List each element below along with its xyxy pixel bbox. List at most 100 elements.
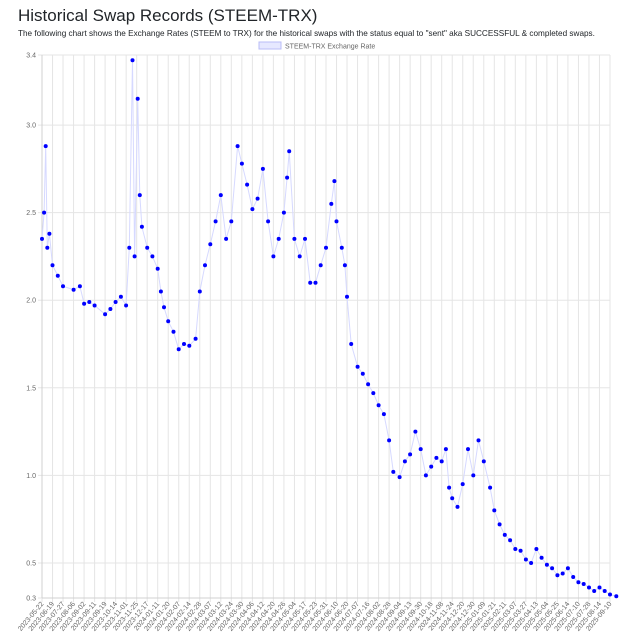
data-point xyxy=(308,280,313,285)
y-tick-label: 0.3 xyxy=(26,596,36,603)
data-point xyxy=(45,245,50,250)
data-point xyxy=(303,236,307,241)
data-point xyxy=(332,179,337,184)
y-tick-label: 3.4 xyxy=(26,53,36,60)
data-point xyxy=(235,144,240,149)
data-point xyxy=(182,342,186,346)
data-point xyxy=(423,473,428,478)
data-point xyxy=(145,245,150,250)
data-point xyxy=(418,447,423,452)
legend[interactable]: STEEM-TRX Exchange Rate xyxy=(258,41,375,51)
data-point xyxy=(297,254,302,259)
data-point xyxy=(513,547,518,551)
data-point xyxy=(287,149,292,154)
data-point xyxy=(281,210,286,215)
data-point xyxy=(313,280,318,285)
data-point xyxy=(481,459,486,464)
data-point xyxy=(224,236,229,241)
data-point xyxy=(434,455,439,460)
y-axis-ticks: 0.3 0.5 1.0 1.5 2.0 2.5 3.0 3.4 xyxy=(26,53,36,603)
data-point xyxy=(50,263,55,268)
data-point xyxy=(614,594,619,599)
data-point xyxy=(502,532,507,537)
data-point xyxy=(127,245,132,250)
data-point xyxy=(155,266,160,271)
data-point xyxy=(150,254,155,259)
data-point xyxy=(276,236,281,241)
data-point xyxy=(113,300,118,304)
data-point xyxy=(324,245,328,250)
data-point xyxy=(581,582,586,586)
data-point xyxy=(387,438,392,443)
data-point xyxy=(602,589,607,593)
data-point xyxy=(92,303,97,308)
data-point xyxy=(318,263,323,268)
data-point xyxy=(447,485,452,490)
data-point xyxy=(439,459,444,464)
data-point xyxy=(560,571,565,576)
data-point xyxy=(355,364,360,369)
x-axis-ticks: 2023-05-222023-06-192023-07-272023-08-06… xyxy=(17,601,613,633)
data-point xyxy=(471,473,476,478)
data-point xyxy=(492,508,497,513)
data-point xyxy=(218,193,223,198)
data-point xyxy=(523,557,528,562)
y-tick-label: 1.0 xyxy=(26,473,36,480)
data-point xyxy=(381,412,386,417)
data-point xyxy=(429,464,434,469)
data-point xyxy=(544,562,549,567)
data-point xyxy=(61,284,65,289)
legend-swatch xyxy=(258,41,282,50)
legend-label: STEEM-TRX Exchange Rate xyxy=(285,44,375,51)
data-points xyxy=(40,58,619,599)
data-point xyxy=(40,236,44,241)
data-point xyxy=(497,522,502,527)
data-point xyxy=(193,336,198,341)
data-point xyxy=(565,566,570,571)
data-point xyxy=(229,219,234,224)
y-tick-label: 2.0 xyxy=(26,298,36,305)
data-point xyxy=(103,312,108,317)
data-point xyxy=(171,329,176,334)
y-tick-label: 3.0 xyxy=(26,123,36,130)
data-point xyxy=(366,382,371,387)
data-point xyxy=(508,538,513,543)
data-point xyxy=(555,573,560,578)
series-line xyxy=(41,60,617,597)
data-point xyxy=(43,144,48,149)
data-point xyxy=(450,496,455,501)
data-point xyxy=(334,219,339,224)
data-point xyxy=(71,287,76,292)
data-point xyxy=(460,482,465,487)
y-tick-label: 0.5 xyxy=(26,560,36,567)
data-point xyxy=(397,475,402,480)
data-point xyxy=(213,219,218,224)
data-point xyxy=(87,300,92,304)
y-tick-label: 2.5 xyxy=(26,210,36,217)
data-point xyxy=(391,469,396,474)
data-point xyxy=(402,459,407,464)
data-point xyxy=(345,294,349,299)
page-description: The following chart shows the Exchange R… xyxy=(18,29,595,38)
data-point xyxy=(371,391,376,396)
data-point xyxy=(260,166,265,171)
data-point xyxy=(266,219,271,224)
data-point xyxy=(208,242,213,247)
data-point xyxy=(187,343,192,348)
data-point xyxy=(550,566,555,571)
data-point xyxy=(108,307,113,311)
data-point xyxy=(176,347,181,352)
data-point xyxy=(339,245,344,250)
data-point xyxy=(292,236,297,241)
data-point xyxy=(245,182,250,187)
data-point xyxy=(529,561,534,565)
data-point xyxy=(137,193,142,198)
data-point xyxy=(597,585,602,590)
data-point xyxy=(587,585,591,590)
data-point xyxy=(408,452,413,457)
data-point xyxy=(250,207,255,212)
data-point xyxy=(592,589,597,593)
y-tick-label: 1.5 xyxy=(26,385,36,392)
data-point xyxy=(413,429,418,434)
